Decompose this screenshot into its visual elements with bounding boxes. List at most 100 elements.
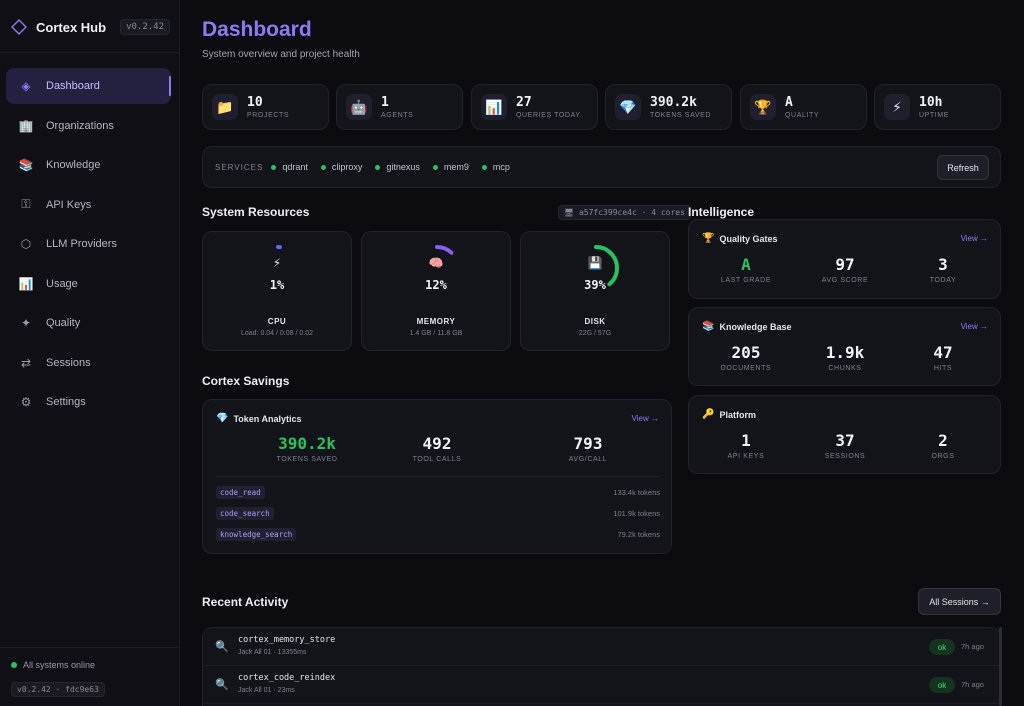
gem-icon: 💎 — [216, 413, 229, 424]
metric-documents: 205 DOCUMENTS — [694, 343, 798, 372]
arrows-icon: ⇄ — [20, 355, 32, 370]
activity-meta: Jack All 01 · 13355ms — [238, 649, 307, 656]
metric-value: 97 — [835, 255, 855, 274]
service-name: mem9 — [443, 162, 469, 172]
sidebar-item-llm-providers[interactable]: ⬡ LLM Providers — [6, 226, 171, 262]
card-title: 📚 Knowledge Base — [702, 321, 791, 332]
divider — [0, 647, 180, 648]
metric-value: 205 — [731, 343, 761, 362]
stat-card-quality[interactable]: 🏆 A QUALITY — [740, 84, 867, 130]
service-item: mcp — [481, 162, 510, 172]
sidebar-item-settings[interactable]: ⚙ Settings — [6, 384, 171, 420]
sidebar-item-organizations[interactable]: 🏢 Organizations — [6, 108, 171, 144]
view-link[interactable]: View → — [631, 414, 659, 423]
resource-detail: Load: 0.04 / 0.08 / 0.02 — [240, 330, 313, 337]
sidebar-item-quality[interactable]: ✦ Quality — [6, 305, 171, 341]
cpu-gauge — [255, 245, 301, 291]
refresh-button[interactable]: Refresh — [937, 155, 989, 180]
sparkle-icon: ✦ — [20, 316, 32, 330]
sidebar-item-usage[interactable]: 📊 Usage — [6, 266, 171, 302]
sidebar-item-label: Sessions — [46, 356, 91, 369]
resource-percent: 1% — [269, 278, 285, 292]
resource-detail: 22G / 57G — [578, 330, 612, 337]
metric-value: A — [741, 255, 751, 274]
books-icon: 📚 — [18, 158, 34, 172]
sidebar-item-sessions[interactable]: ⇄ Sessions — [6, 345, 171, 381]
metric-value: 492 — [422, 434, 452, 453]
metric-orgs: 2 ORGS — [891, 431, 995, 460]
stat-card-projects[interactable]: 📁 10 PROJECTS — [202, 84, 329, 130]
service-name: gitnexus — [386, 162, 420, 172]
sidebar-item-label: Quality — [46, 317, 81, 329]
gear-icon: ⚙ — [20, 395, 32, 409]
disk-gauge-arc — [573, 245, 619, 291]
stat-card-queries[interactable]: 📊 27 QUERIES TODAY — [471, 84, 598, 130]
stat-card-agents[interactable]: 🤖 1 AGENTS — [336, 84, 463, 130]
scrollbar[interactable] — [999, 627, 1002, 706]
resource-percent: 39% — [584, 278, 606, 292]
all-sessions-button[interactable]: All Sessions → — [918, 588, 1001, 615]
metric-label: TOOL CALLS — [412, 456, 462, 463]
page-subtitle: System overview and project health — [202, 49, 360, 60]
books-icon: 📚 — [702, 321, 715, 332]
metric-sessions: 37 SESSIONS — [793, 431, 897, 460]
stat-card-tokens[interactable]: 💎 390.2k TOKENS SAVED — [605, 84, 732, 130]
view-link[interactable]: View → — [960, 234, 988, 243]
stat-label: AGENTS — [381, 111, 414, 119]
key-icon: ⚿ — [21, 197, 31, 211]
metric-value: 37 — [835, 431, 855, 450]
stat-value: 27 — [516, 94, 532, 110]
sidebar-item-dashboard[interactable]: ◈ Dashboard — [6, 68, 171, 104]
sidebar-item-api-keys[interactable]: ⚿ API Keys — [6, 187, 171, 223]
stat-label: TOKENS SAVED — [650, 111, 712, 119]
stat-value: A — [785, 94, 793, 110]
stat-card-uptime[interactable]: ⚡ 10h UPTIME — [874, 84, 1001, 130]
resource-name: MEMORY — [416, 317, 456, 326]
brand[interactable]: Cortex Hub v0.2.42 — [10, 16, 170, 38]
disk-gauge — [573, 245, 619, 291]
stat-value: 10h — [919, 94, 943, 110]
activity-time: 7h ago — [961, 642, 984, 651]
diamond-icon: ◈ — [21, 79, 31, 93]
tool-tokens: 79.2k tokens — [617, 530, 660, 539]
metric-label: LAST GRADE — [720, 277, 772, 284]
gem-icon: 💎 — [615, 94, 641, 120]
bar-chart-icon: 📊 — [18, 276, 34, 291]
stat-label: PROJECTS — [247, 111, 290, 119]
token-analytics-card: 💎 Token Analytics View → 390.2k TOKENS SA… — [202, 399, 672, 554]
metric-avg-call: 793 AVG/CALL — [528, 434, 648, 463]
tool-tokens: 101.9k tokens — [613, 509, 660, 518]
service-item: mem9 — [432, 162, 469, 172]
metric-label: HITS — [933, 365, 953, 372]
key-icon: 🔑 — [702, 409, 715, 420]
metric-label: API KEYS — [727, 453, 765, 460]
card-title-text: Knowledge Base — [719, 321, 792, 332]
trophy-icon: 🏆 — [750, 94, 776, 120]
metric-value: 3 — [938, 255, 948, 274]
metric-label: AVG SCORE — [821, 277, 869, 284]
main-content: Dashboard System overview and project he… — [180, 0, 1024, 706]
metric-today: 3 TODAY — [891, 255, 995, 284]
view-link[interactable]: View → — [960, 322, 988, 331]
activity-row[interactable]: 🔍 cortex_memory_store Jack All 01 · 1335… — [203, 628, 1000, 666]
trophy-icon: 🏆 — [702, 233, 715, 244]
section-title-resources: System Resources — [202, 205, 310, 219]
status-dot-icon — [11, 662, 17, 668]
section-title-intelligence: Intelligence — [688, 205, 755, 219]
metric-api-keys: 1 API KEYS — [694, 431, 798, 460]
resource-name: CPU — [267, 317, 287, 326]
section-title-activity: Recent Activity — [202, 595, 289, 609]
service-item: cliproxy — [320, 162, 362, 172]
activity-row[interactable]: 🔍 cortex_code_reindex Jack All 01 · 23ms… — [203, 666, 1000, 704]
sidebar-item-label: LLM Providers — [46, 238, 117, 250]
sidebar-item-knowledge[interactable]: 📚 Knowledge — [6, 147, 171, 183]
lightning-icon: ⚡ — [272, 256, 282, 270]
status-dot-icon — [375, 164, 381, 170]
metric-label: TOKENS SAVED — [276, 456, 338, 463]
sidebar-item-label: Settings — [46, 396, 86, 408]
status-dot-icon — [271, 164, 277, 170]
sidebar-item-label: API Keys — [46, 198, 92, 211]
metric-avg-score: 97 AVG SCORE — [793, 255, 897, 284]
list-item: knowledge_search 79.2k tokens — [216, 528, 660, 542]
status-dot-icon — [432, 164, 438, 170]
